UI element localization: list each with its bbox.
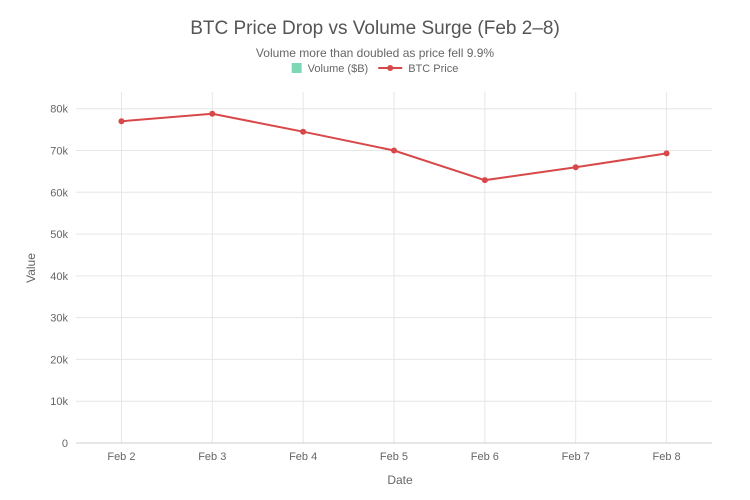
btc-price-point bbox=[118, 118, 125, 125]
legend-swatch-volume bbox=[291, 63, 302, 73]
chart-subtitle: Volume more than doubled as price fell 9… bbox=[256, 46, 494, 60]
legend-label: BTC Price bbox=[408, 63, 458, 75]
y-tick-label: 0 bbox=[62, 438, 68, 450]
y-tick-label: 80k bbox=[50, 104, 68, 116]
legend-label: Volume ($B) bbox=[308, 63, 369, 75]
y-tick-label: 50k bbox=[50, 229, 68, 241]
x-tick-label: Feb 6 bbox=[471, 451, 499, 463]
btc-price-point bbox=[481, 177, 488, 184]
line-layer bbox=[118, 110, 670, 184]
btc-price-point bbox=[300, 128, 307, 135]
legend-item: Volume ($B) bbox=[291, 63, 369, 75]
btc-price-point bbox=[209, 110, 216, 117]
y-axis-title: Value bbox=[24, 253, 38, 283]
btc-price-point bbox=[391, 147, 397, 154]
chart-title: BTC Price Drop vs Volume Surge (Feb 2–8) bbox=[190, 18, 560, 39]
x-axis-title: Date bbox=[387, 473, 413, 487]
legend-item: BTC Price bbox=[378, 63, 458, 75]
btc-price-point bbox=[572, 164, 579, 171]
x-tick-label: Feb 7 bbox=[562, 451, 590, 463]
x-tick-label: Feb 2 bbox=[107, 451, 135, 463]
x-tick-label: Feb 5 bbox=[380, 451, 408, 463]
x-tick-label: Feb 3 bbox=[198, 451, 226, 463]
y-tick-label: 40k bbox=[50, 271, 68, 283]
legend: Volume ($B) BTC Price bbox=[291, 63, 458, 75]
y-tick-label: 30k bbox=[50, 313, 68, 325]
y-tick-label: 20k bbox=[50, 354, 68, 366]
axis-layer: 0 10k 20k 30k 40k 50k 60k 70k 80k Feb 2 Feb 3 Feb 4… bbox=[50, 104, 712, 463]
y-tick-label: 70k bbox=[50, 146, 68, 158]
y-tick-label: 10k bbox=[50, 396, 68, 408]
x-tick-label: Feb 4 bbox=[289, 451, 317, 463]
x-tick-label: Feb 8 bbox=[653, 451, 681, 463]
btc-price-point bbox=[663, 150, 670, 157]
grid-layer bbox=[76, 92, 712, 443]
y-tick-label: 60k bbox=[50, 187, 68, 199]
legend-swatch-price-dot bbox=[387, 65, 394, 71]
